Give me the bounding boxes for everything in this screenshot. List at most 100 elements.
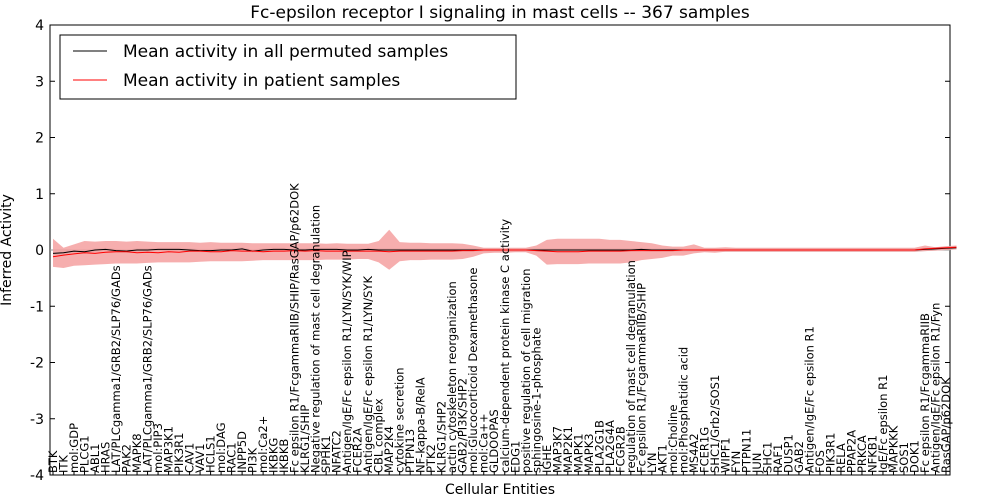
- x-tick-label-26: SPHK1: [319, 435, 333, 473]
- x-tick-label-78: NFKB1: [866, 435, 880, 473]
- legend-entry-permuted: Mean activity in all permuted samples: [123, 42, 448, 62]
- x-tick-label-68: SHC1: [760, 442, 774, 473]
- x-tick-label-58: AKT1: [655, 444, 669, 473]
- x-tick-label-12: PIK3R1: [172, 433, 186, 474]
- x-tick-label-44: EDG1: [508, 441, 522, 473]
- x-axis-label: Cellular Entities: [445, 482, 555, 498]
- x-tick-label-64: WIPF1: [718, 437, 732, 473]
- x-tick-label-13: CAV1: [183, 443, 197, 473]
- x-tick-label-77: PRKCA: [855, 435, 869, 473]
- x-tick-label-40: mol:Glucocorticoid Dexamethasone: [466, 268, 480, 473]
- x-tick-label-62: FCER1G: [697, 427, 711, 473]
- x-tick-label-30: Antigen/IgE/Fc epsilon R1/LYN/SYK: [361, 276, 375, 473]
- x-tick-label-41: mol:Ca++: [477, 413, 491, 473]
- x-tick-label-71: GAB2: [792, 441, 806, 473]
- x-tick-label-60: mol:Phosphatidic acid: [676, 347, 690, 473]
- y-tick-label-1: 1: [35, 187, 44, 203]
- x-tick-label-72: Antigen/IgE/Fc epsilon R1: [802, 326, 816, 473]
- x-tick-label-39: GAB2/PI3K/SHP2: [456, 378, 470, 473]
- legend-box: [59, 34, 517, 100]
- legend-entry-patient: Mean activity in patient samples: [123, 71, 400, 91]
- x-tick-label-52: PLA2G1B: [592, 420, 606, 473]
- x-tick-label-8: MAPK8: [130, 433, 144, 473]
- x-tick-label-75: RELA: [834, 443, 848, 473]
- x-tick-label-82: DOK1: [908, 440, 922, 473]
- x-tick-label-74: PIK3R1: [823, 433, 837, 474]
- x-tick-label-32: MAP2K4: [382, 426, 396, 473]
- x-tick-label-53: PLA2G4A: [603, 420, 617, 473]
- x-tick-label-45: positive regulation of cell migration: [519, 268, 533, 473]
- x-tick-label-54: FCGR2B: [613, 426, 627, 473]
- x-tick-label-65: FYN: [729, 451, 743, 473]
- series-line-1: [52, 246, 957, 258]
- x-tick-label-69: RAF1: [771, 444, 785, 473]
- x-tick-label-35: NF-kappa-B/RelA: [414, 377, 428, 473]
- x-tick-label-38: actin cytoskeleton reorganization: [445, 281, 459, 473]
- x-tick-label-43: calcium-dependent protein kinase C activ…: [498, 219, 512, 473]
- x-tick-label-56: Fc epsilon R1/FcgammaRIIB/SHIP: [634, 283, 648, 473]
- x-tick-label-84: Antigen/IgE/Fc epsilon R1/Fyn: [929, 303, 943, 473]
- x-tick-label-0: BTK: [46, 450, 60, 473]
- x-tick-label-23: Fc epsilon R1/FcgammaRIIB/SHIP/RasGAP/p6…: [288, 183, 302, 473]
- x-tick-label-47: IGHE: [540, 445, 554, 473]
- x-tick-label-36: PTK2: [424, 444, 438, 473]
- x-tick-label-42: GLDOOPAS: [487, 409, 501, 473]
- x-tick-label-49: MAP2K1: [561, 426, 575, 473]
- x-tick-label-63: SHC1/Grb2/SOS1: [708, 375, 722, 473]
- x-tick-label-17: RAC1: [225, 442, 239, 473]
- x-tick-label-61: MS4A2: [687, 433, 701, 473]
- y-axis-label: Inferred Activity: [0, 194, 15, 306]
- chart-title: Fc-epsilon receptor I signaling in mast …: [250, 3, 750, 23]
- x-tick-label-57: LYN: [645, 452, 659, 473]
- y-tick-label--1: -1: [30, 299, 44, 315]
- x-tick-label-33: cytokine secretion: [393, 367, 407, 473]
- x-tick-label-73: FOS: [813, 450, 827, 473]
- x-tick-label-55: regulation of mast cell degranulation: [624, 260, 638, 473]
- x-tick-label-11: MAP3K1: [162, 426, 176, 473]
- x-tick-label-21: IKBKG: [267, 438, 281, 473]
- x-tick-label-16: mol:DAG: [214, 422, 228, 473]
- x-tick-label-24: KLRG1/SHIP: [298, 405, 312, 473]
- x-tick-label-1: ITK: [57, 455, 71, 473]
- x-tick-label-51: MAPK3: [582, 433, 596, 473]
- x-tick-label-2: mol:GDP: [67, 423, 81, 473]
- x-tick-label-18: INPP5D: [235, 431, 249, 473]
- x-tick-label-80: MAPKKK: [887, 425, 901, 473]
- x-tick-label-15: HCLS1: [204, 435, 218, 473]
- y-tick-label--4: -4: [30, 468, 44, 484]
- x-tick-label-48: MAP3K7: [550, 426, 564, 473]
- x-tick-label-20: mol:Ca2+: [256, 416, 270, 473]
- x-tick-label-81: SOS1: [897, 442, 911, 473]
- x-tick-label-7: PAK2: [120, 444, 134, 473]
- x-tick-label-83: Fc epsilon R1/FcgammaRIIB: [918, 313, 932, 473]
- x-tick-label-37: KLRG1/SHP2: [435, 401, 449, 473]
- x-tick-label-76: PPAP2A: [844, 430, 858, 473]
- x-tick-label-59: mol:Choline: [666, 405, 680, 473]
- legend: Mean activity in all permuted samples Me…: [59, 34, 517, 100]
- y-tick-label--3: -3: [30, 412, 44, 428]
- x-tick-label-85: RasGAP/p62DOK: [939, 377, 953, 473]
- x-tick-label-31: CBL complex: [372, 398, 386, 473]
- x-tick-label-3: PLCG1: [78, 435, 92, 473]
- x-tick-label-9: LAT/PLCgamma1/GRB2/SLP76/GADs: [141, 265, 155, 473]
- plot-area: -4-3-2-101234BTKITKmol:GDPPLCG1ABL1HRASL…: [30, 18, 957, 484]
- x-tick-label-25: Negative regulation of mast cell degranu…: [309, 205, 323, 473]
- x-tick-label-29: FCER2A: [351, 428, 365, 473]
- x-tick-label-66: PTPN11: [739, 429, 753, 473]
- x-tick-label-70: DUSP1: [781, 434, 795, 473]
- x-tick-label-46: sphingosine-1-phosphate: [529, 328, 543, 473]
- x-tick-label-10: mol:PIP3: [151, 423, 165, 473]
- y-tick-label--2: -2: [30, 356, 44, 372]
- y-tick-label-2: 2: [35, 131, 44, 147]
- x-tick-label-79: IgE/Fc epsilon R1: [876, 375, 890, 473]
- x-tick-label-50: MAPK1: [571, 433, 585, 473]
- y-tick-label-4: 4: [35, 18, 44, 34]
- x-tick-label-6: LAT/PLCgamma1/GRB2/SLP76/GADs: [109, 265, 123, 473]
- x-tick-label-27: NFATC2: [330, 430, 344, 473]
- y-tick-label-0: 0: [35, 243, 44, 259]
- x-tick-label-67: JUN: [750, 453, 764, 474]
- x-tick-label-28: Antigen/IgE/Fc epsilon R1/LYN/SYK/WIP: [340, 250, 354, 473]
- x-tick-label-4: ABL1: [88, 444, 102, 473]
- x-tick-label-22: IKBKB: [277, 439, 291, 473]
